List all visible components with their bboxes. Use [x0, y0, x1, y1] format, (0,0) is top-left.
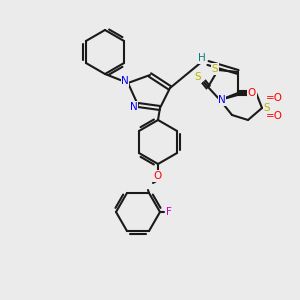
Text: N: N — [218, 95, 226, 105]
Text: O: O — [154, 171, 162, 181]
Text: S: S — [264, 103, 270, 113]
Text: S: S — [212, 64, 218, 74]
Text: F: F — [166, 207, 172, 217]
Text: N: N — [121, 76, 129, 86]
Text: =O: =O — [266, 93, 283, 103]
Text: O: O — [248, 88, 256, 98]
Text: S: S — [195, 72, 201, 82]
Text: N: N — [130, 102, 138, 112]
Text: =O: =O — [266, 111, 283, 121]
Text: H: H — [198, 53, 206, 63]
